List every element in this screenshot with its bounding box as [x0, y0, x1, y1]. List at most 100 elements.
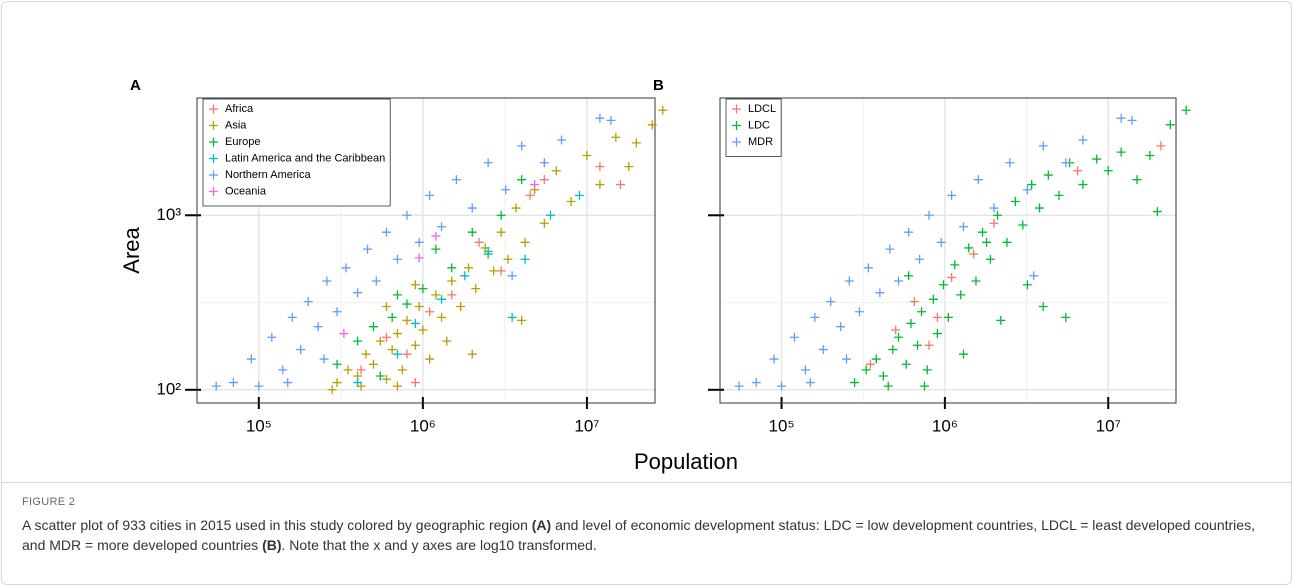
point [734, 381, 744, 391]
point [467, 203, 477, 213]
point [339, 329, 349, 339]
point [503, 254, 513, 264]
figure-label: FIGURE 2 [22, 496, 76, 508]
point [854, 307, 864, 317]
point [924, 340, 934, 350]
point [777, 381, 787, 391]
point [501, 185, 511, 195]
point [483, 158, 493, 168]
point [368, 322, 378, 332]
point [322, 276, 332, 286]
point [574, 190, 584, 200]
point [789, 332, 799, 342]
legend-label: Asia [225, 119, 247, 131]
point [551, 166, 561, 176]
point [246, 354, 256, 364]
point [431, 244, 441, 254]
plot-border [719, 97, 1177, 404]
point [769, 354, 779, 364]
legend-marker [732, 137, 741, 147]
point [296, 345, 306, 355]
legend-marker [209, 104, 218, 114]
point [442, 336, 452, 346]
point [520, 254, 530, 264]
point [1061, 312, 1071, 322]
legend-marker [732, 104, 741, 114]
point [507, 312, 517, 322]
point [818, 345, 828, 355]
point [647, 120, 657, 130]
legend-box [202, 98, 391, 207]
point [1027, 180, 1037, 190]
point [1127, 115, 1137, 125]
legend-marker [732, 121, 741, 130]
point [996, 315, 1006, 325]
caption-segment: (B) [262, 537, 282, 553]
legend-marker [209, 137, 218, 147]
point [410, 378, 420, 388]
y-tick-label: 10³ [156, 205, 181, 224]
legend-label: Europe [225, 136, 260, 148]
x-tick-label: 10⁷ [574, 416, 599, 435]
point [414, 302, 424, 312]
point [1165, 120, 1175, 130]
caption-segment: (A) [531, 517, 552, 533]
point [211, 381, 221, 391]
point [353, 288, 363, 298]
point [341, 263, 351, 273]
point [287, 312, 297, 322]
plot-border [196, 97, 656, 404]
point [363, 244, 373, 254]
legend-label: Oceania [225, 185, 267, 197]
point [1116, 113, 1126, 123]
point [950, 260, 960, 270]
point [425, 354, 435, 364]
point [865, 359, 875, 369]
point [985, 254, 995, 264]
point [303, 297, 313, 307]
point [467, 227, 477, 237]
point [1038, 141, 1048, 151]
point [1018, 220, 1028, 230]
point [906, 318, 916, 328]
legend-label: LDC [748, 119, 770, 131]
point [932, 329, 942, 339]
x-tick-label: 10⁵ [769, 416, 795, 435]
point [332, 307, 342, 317]
point [982, 237, 992, 247]
point [489, 266, 499, 276]
point [517, 315, 527, 325]
point [425, 190, 435, 200]
point [327, 385, 337, 395]
point [606, 115, 616, 125]
point [332, 359, 342, 369]
point [958, 222, 968, 232]
point [496, 227, 506, 237]
point [751, 378, 761, 388]
point [381, 227, 391, 237]
point [1005, 158, 1015, 168]
point [539, 158, 549, 168]
point [539, 175, 549, 185]
point [410, 280, 420, 290]
legend-marker [209, 121, 218, 130]
point [343, 365, 353, 375]
x-axis-label: Population [634, 449, 738, 474]
separator [1, 482, 1292, 483]
legend-marker [209, 154, 218, 163]
point [909, 297, 919, 307]
point [1035, 203, 1045, 213]
legend-label: Africa [225, 103, 254, 115]
point [402, 349, 412, 359]
point [392, 329, 402, 339]
point [332, 378, 342, 388]
point [1132, 175, 1142, 185]
point [1029, 271, 1039, 281]
point [447, 290, 457, 300]
legend-label: LDCL [748, 103, 776, 115]
point [402, 315, 412, 325]
point [658, 105, 668, 115]
point [410, 340, 420, 350]
point [917, 307, 927, 317]
point [871, 354, 881, 364]
